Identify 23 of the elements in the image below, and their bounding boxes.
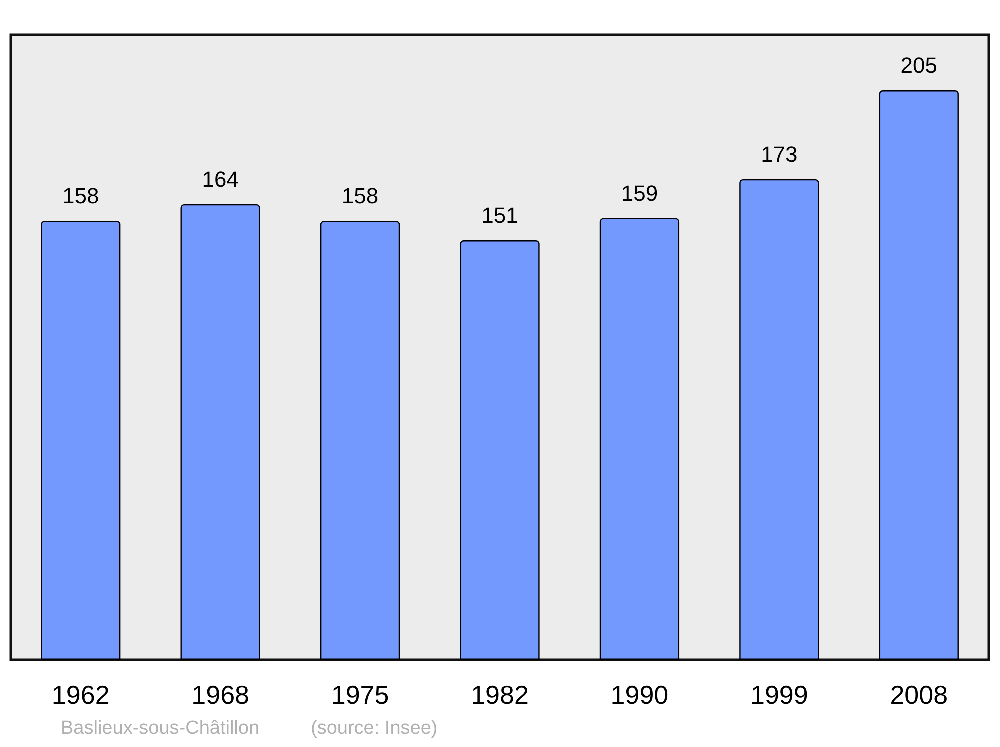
bar [740, 179, 820, 660]
data-label: 158 [342, 184, 379, 209]
data-label: 159 [621, 180, 658, 206]
x-tick-label: 2008 [890, 680, 948, 710]
x-tick-label: 1999 [750, 680, 808, 710]
data-label: 205 [900, 53, 938, 78]
x-tick-label: 1990 [610, 680, 669, 710]
bar [879, 90, 959, 660]
data-label: 158 [62, 184, 100, 209]
data-label: 164 [202, 166, 239, 192]
text: Baslieux-sous-Châtillon [61, 718, 260, 739]
data-label: 173 [761, 142, 798, 167]
data-label: 151 [482, 203, 518, 228]
bar [600, 218, 680, 660]
x-tick-label: 1982 [471, 680, 529, 710]
x-tick-label: 1962 [52, 680, 110, 710]
bar [180, 204, 260, 660]
x-tick-label: 1968 [192, 680, 250, 710]
bar [460, 240, 540, 660]
bar [320, 221, 400, 660]
bar [41, 221, 121, 660]
x-tick-label: 1975 [331, 680, 390, 710]
text: (source: Insee) [311, 718, 438, 739]
